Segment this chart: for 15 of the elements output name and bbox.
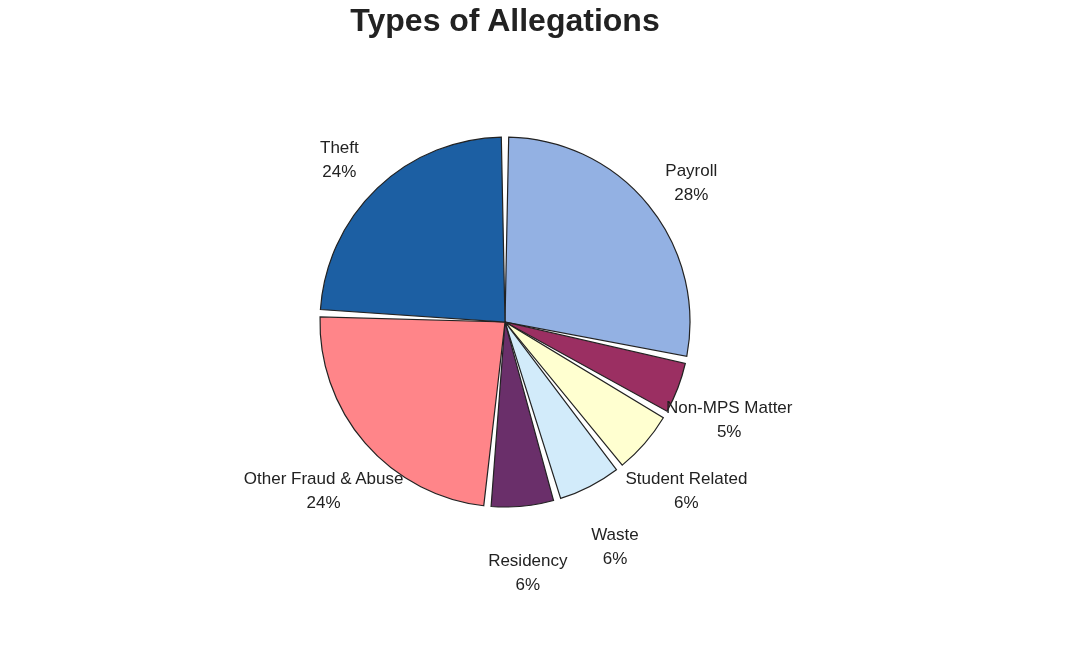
data-label: 24% <box>306 493 341 513</box>
slice-label: Student Related <box>625 469 748 489</box>
data-label: 6% <box>515 574 541 594</box>
slice-label: Non-MPS Matter <box>665 397 793 417</box>
data-label: 24% <box>322 162 357 182</box>
chart-title: Types of Allegations <box>350 2 660 38</box>
slice-label: Theft <box>320 138 360 158</box>
data-label: 28% <box>674 184 709 204</box>
data-label: 5% <box>716 421 742 441</box>
slice-label: Residency <box>488 550 568 570</box>
slice-label: Waste <box>591 525 639 545</box>
slice-label: Payroll <box>665 160 718 180</box>
data-label: 6% <box>674 493 699 513</box>
slice-label: Other Fraud & Abuse <box>243 469 404 489</box>
data-label: 6% <box>602 549 628 569</box>
